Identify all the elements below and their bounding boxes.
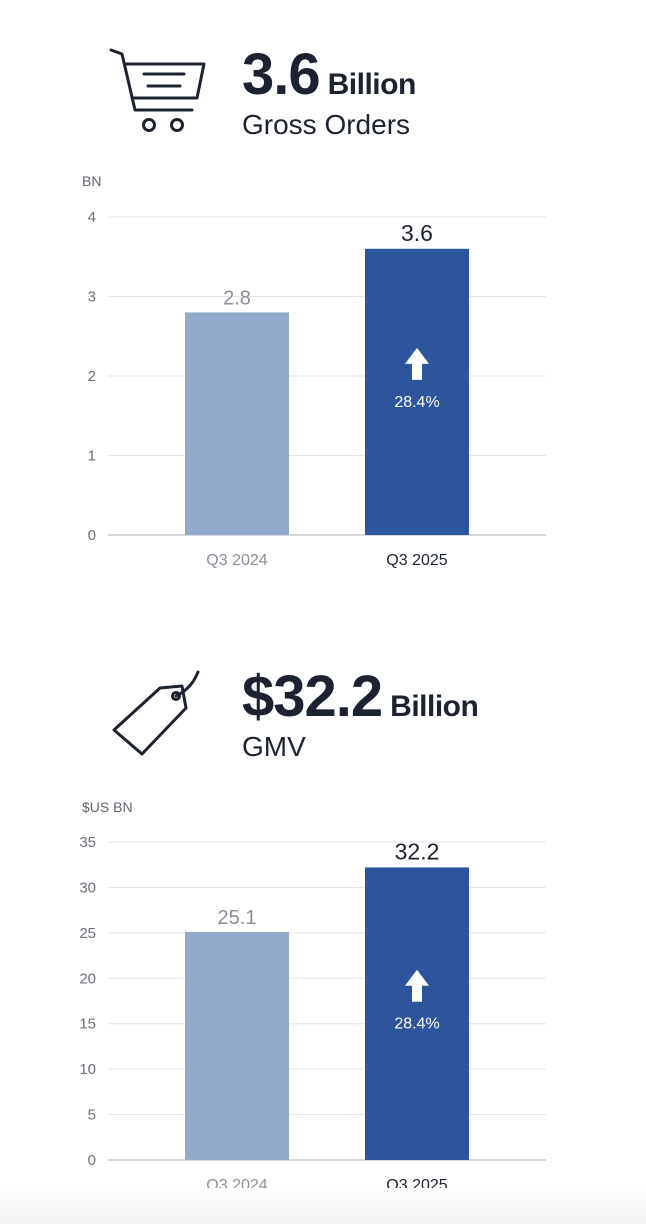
y-tick-label: 10 [79,1061,96,1078]
bar-prior [185,931,289,1160]
gmv-label: GMV [242,731,306,762]
gmv-big-number: $32.2 [242,664,383,729]
x-category-label: Q3 2024 [206,552,267,569]
y-tick-label: 1 [88,448,96,465]
gmv-unit: Billion [390,690,479,723]
up-arrow-icon [405,969,429,1002]
bottom-fade [0,1188,646,1224]
gmv-headline: $32.2 Billion GMV [242,668,479,763]
y-tick-label: 0 [88,1152,96,1169]
x-category-label: Q3 2025 [386,552,447,569]
y-tick-label: 25 [79,925,96,942]
y-axis-unit-label: $US BN [82,799,133,815]
shopping-cart-icon [108,44,208,141]
y-tick-label: 2 [88,368,96,385]
bar-current [365,867,469,1160]
growth-percent-label: 28.4% [394,394,439,411]
orders-unit: Billion [327,68,417,101]
y-tick-label: 3 [88,289,96,306]
bar-current [365,248,469,536]
gross-orders-section: 3.6 Billion Gross Orders BN 0 1 2 3 4 2.8 Q3 202… [0,0,646,600]
bar-value-label: 2.8 [223,287,251,309]
y-axis-unit-label: BN [82,173,101,189]
orders-big-number: 3.6 [242,42,321,107]
orders-bar-chart: BN 0 1 2 3 4 2.8 Q3 2024 3.6 Q3 2025 28.4% [82,173,546,569]
y-tick-label: 20 [79,970,96,987]
orders-label: Gross Orders [242,109,411,140]
gmv-section: $32.2 Billion GMV $US BN 0 5 10 15 20 25 30 35 25.… [0,620,646,1224]
growth-percent-label: 28.4% [394,1016,439,1033]
orders-headline: 3.6 Billion Gross Orders [242,46,416,141]
bar-prior [185,312,289,535]
y-tick-label: 30 [79,879,96,896]
y-tick-label: 4 [88,209,96,226]
y-tick-label: 35 [79,834,96,851]
y-tick-label: 15 [79,1016,96,1033]
up-arrow-icon [405,347,429,380]
price-tag-icon [108,670,208,767]
bar-value-label: 3.6 [401,220,433,246]
y-tick-label: 5 [88,1107,96,1124]
y-tick-label: 0 [88,527,96,544]
bar-value-label: 25.1 [218,907,257,929]
bar-value-label: 32.2 [395,838,440,864]
